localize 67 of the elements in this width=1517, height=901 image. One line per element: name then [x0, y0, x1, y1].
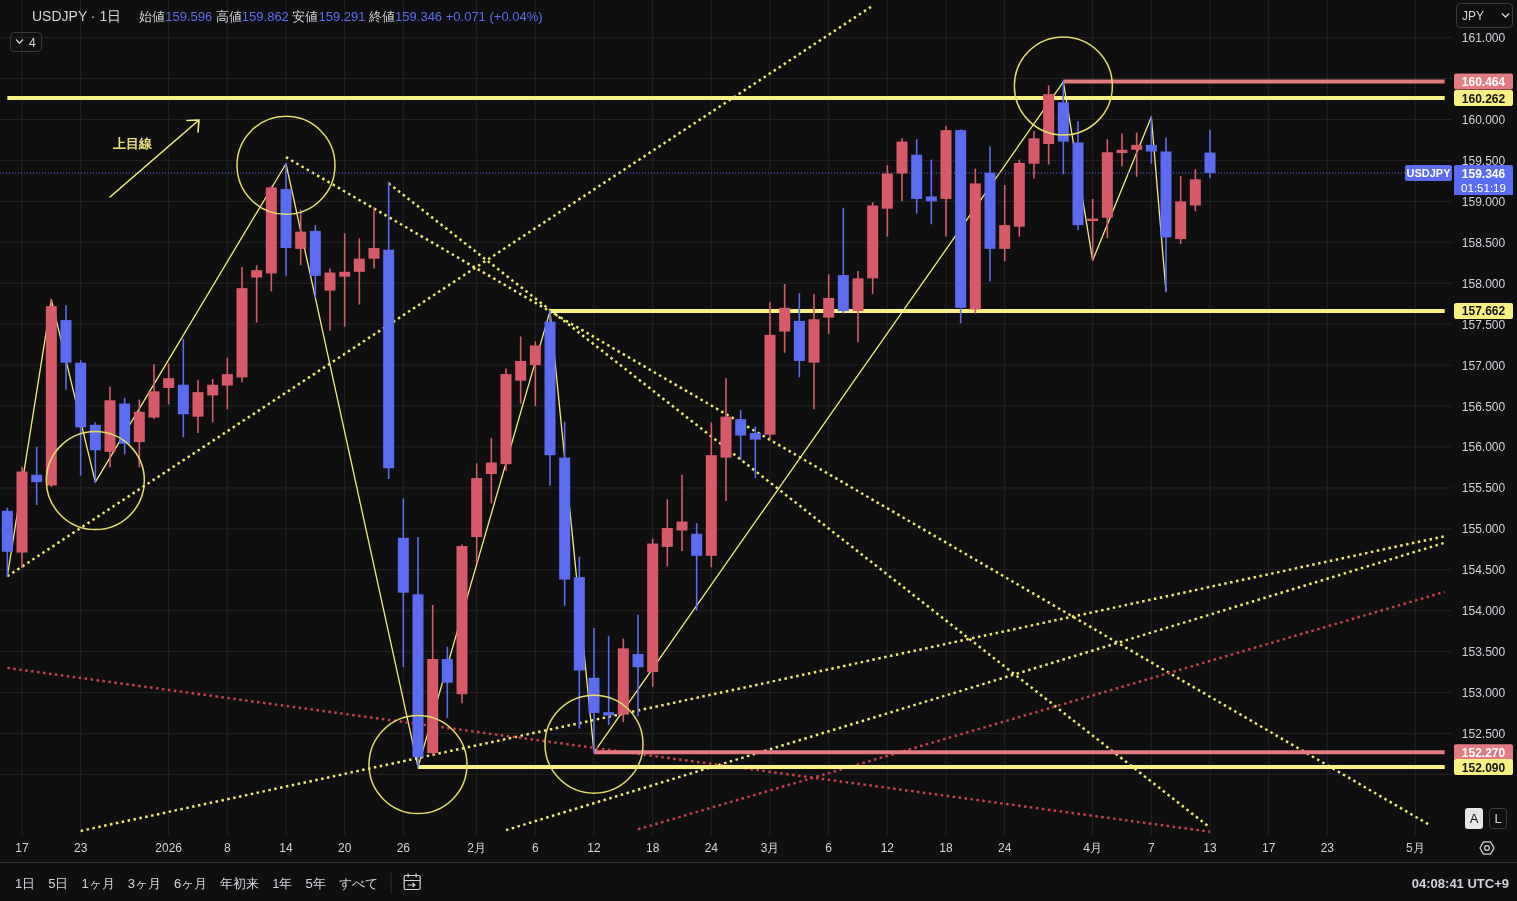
x-tick-label: 23: [1320, 841, 1335, 855]
annotation: 1年: [272, 876, 293, 891]
annotation: 上目線: [112, 136, 153, 151]
x-tick-label: 14: [279, 841, 293, 855]
x-tick-label: 17: [15, 841, 29, 855]
x-tick-label: 6: [531, 841, 539, 855]
x-tick-label: 17: [1261, 841, 1276, 855]
y-tick-label: 159.500: [1461, 153, 1506, 168]
x-tick-label: 3月: [760, 841, 780, 855]
y-tick-label: 156.500: [1461, 399, 1506, 414]
title: USDJPY · 1日: [32, 8, 122, 24]
y-tick-label: 153.500: [1461, 645, 1506, 660]
y-tick-label: 158.500: [1461, 235, 1506, 250]
x-tick-label: 2月: [467, 841, 487, 855]
x-tick-label: 7: [1147, 841, 1155, 855]
x-tick-label: 2026: [155, 841, 183, 855]
data-label: 152.090: [1461, 760, 1506, 775]
y-tick-label: 157.000: [1461, 358, 1506, 373]
x-tick-label: 13: [1203, 841, 1217, 855]
y-tick-label: 154.500: [1461, 563, 1506, 578]
x-tick-label: 18: [645, 841, 660, 855]
y-tick-label: 160.000: [1461, 113, 1506, 127]
x-tick-label: 20: [337, 841, 352, 855]
x-tick-label: 6: [825, 841, 833, 855]
annotation: 3ヶ月: [127, 876, 161, 891]
annotation: 04:08:41 UTC+9: [1411, 876, 1509, 891]
x-tick-label: 5月: [1405, 841, 1425, 855]
annotation: 01:51:19: [1454, 180, 1513, 196]
subtitle: 始値159.596 高値159.862 安値159.291 終値159.346 +0.071 (+0.04%): [139, 9, 543, 24]
annotation: 4: [10, 32, 42, 52]
annotation: 6ヶ月: [173, 876, 208, 891]
data-label: 157.662: [1461, 304, 1506, 319]
data-label: 160.464: [1461, 75, 1506, 90]
x-tick-label: 24: [704, 841, 719, 855]
y-tick-label: 154.000: [1461, 604, 1506, 619]
annotation: 4: [29, 35, 36, 50]
annotation: 年初来: [220, 876, 260, 891]
annotation: L: [1489, 808, 1507, 829]
annotation: 1ヶ月: [81, 876, 115, 891]
annotation: USDJPY: [1405, 165, 1452, 182]
data-label: 160.262: [1461, 91, 1506, 106]
annotation: すべて: [338, 876, 378, 891]
y-tick-label: 161.000: [1461, 31, 1506, 46]
x-tick-label: 8: [223, 841, 231, 855]
y-tick-label: 155.000: [1461, 522, 1506, 537]
annotation: 上目線: [109, 119, 200, 198]
x-tick-label: 23: [73, 841, 88, 855]
x-tick-label: 24: [997, 841, 1012, 855]
y-tick-label: 152.500: [1461, 727, 1506, 741]
y-tick-label: 158.000: [1461, 276, 1506, 291]
ref-line-label: 159.346: [1461, 166, 1506, 181]
x-tick-label: 18: [939, 841, 953, 855]
annotation: A: [1465, 808, 1483, 829]
x-tick-label: 4月: [1083, 841, 1103, 855]
x-tick-label: 26: [396, 841, 411, 855]
data-label: 152.270: [1461, 745, 1506, 760]
y-tick-label: 155.500: [1461, 481, 1506, 496]
annotation: 1日: [15, 876, 36, 891]
x-tick-label: 12: [880, 841, 895, 855]
y-tick-label: 157.500: [1461, 317, 1506, 332]
y-tick-label: 159.000: [1461, 194, 1506, 209]
annotation: JPY: [1456, 3, 1513, 28]
x-tick-label: 12: [587, 841, 601, 855]
annotation: 5日: [48, 876, 69, 891]
annotation: 5年: [305, 876, 326, 891]
y-tick-label: 153.000: [1461, 686, 1506, 701]
y-tick-label: 156.000: [1461, 440, 1506, 455]
